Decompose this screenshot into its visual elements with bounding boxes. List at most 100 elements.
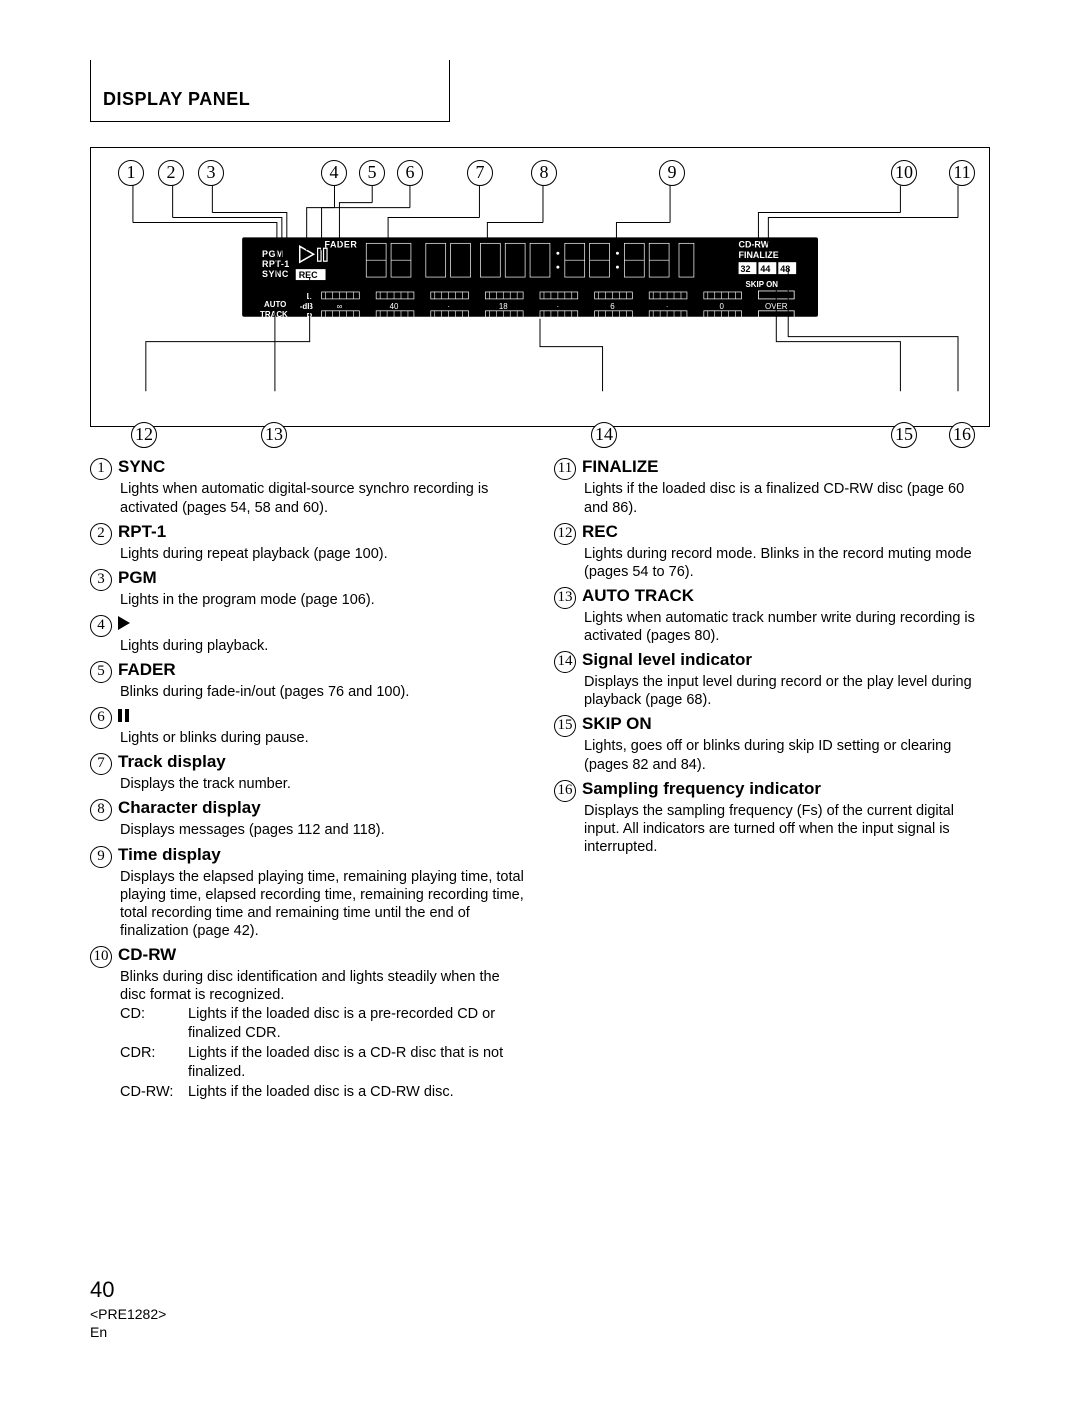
- callout-10: 10: [891, 158, 917, 186]
- item-6: 6 Lights or blinks during pause.: [90, 705, 526, 747]
- page-footer: 40 <PRE1282> En: [90, 1276, 166, 1341]
- item-desc: Lights in the program mode (page 106).: [120, 591, 526, 609]
- callout-1: 1: [118, 158, 144, 186]
- svg-text:48: 48: [780, 264, 790, 274]
- item-2: 2 RPT-1 Lights during repeat playback (pag…: [90, 521, 526, 563]
- left-column: 1SYNCLights when automatic digital-sourc…: [90, 452, 526, 1103]
- item-label: Sampling frequency indicator: [582, 778, 821, 800]
- item-label: RPT-1: [118, 521, 166, 543]
- section-title-box: DISPLAY PANEL: [90, 60, 450, 122]
- item-label: [118, 705, 132, 728]
- item-label: SYNC: [118, 456, 165, 478]
- item-12: 12 RECLights during record mode. Blinks i…: [554, 521, 990, 581]
- lcd-finalize: FINALIZE: [739, 251, 779, 261]
- callout-3: 3: [198, 158, 224, 186]
- item-9: 9 Time displayDisplays the elapsed playin…: [90, 844, 526, 941]
- svg-text:44: 44: [760, 264, 770, 274]
- item-label: [118, 613, 130, 635]
- callout-12: 12: [131, 420, 157, 448]
- item-desc: Blinks during disc identification and li…: [120, 968, 526, 1004]
- svg-text:·: ·: [666, 302, 669, 311]
- lcd-skipon: SKIP ON: [746, 280, 779, 289]
- item-label: CD-RW: [118, 944, 176, 966]
- play-icon: [118, 616, 130, 630]
- svg-text:TRACK: TRACK: [260, 310, 288, 319]
- item-desc: Lights, goes off or blinks during skip I…: [584, 737, 990, 773]
- item-sublist: CD:Lights if the loaded disc is a pre-re…: [120, 1005, 526, 1101]
- item-8: 8 Character display Displays messages (pag…: [90, 797, 526, 839]
- display-panel-diagram: FADER PGM RPT-1 SYNC REC CD-RW FINALIZE …: [90, 147, 990, 427]
- svg-text:∞: ∞: [337, 302, 343, 311]
- item-number: 8: [90, 799, 112, 821]
- item-desc: Lights when automatic track number write…: [584, 609, 990, 645]
- item-label: FINALIZE: [582, 456, 659, 478]
- item-label: REC: [582, 521, 618, 543]
- callout-6: 6: [397, 158, 423, 186]
- item-desc: Blinks during fade-in/out (pages 76 and …: [120, 683, 526, 701]
- lang-code: En: [90, 1323, 166, 1341]
- item-desc: Lights during record mode. Blinks in the…: [584, 545, 990, 581]
- item-desc: Displays messages (pages 112 and 118).: [120, 821, 526, 839]
- svg-text:-dB: -dB: [300, 302, 313, 311]
- item-14: 14 Signal level indicatorDisplays the inp…: [554, 649, 990, 709]
- item-desc: Lights or blinks during pause.: [120, 729, 526, 747]
- item-number: 12: [554, 523, 576, 545]
- item-number: 16: [554, 780, 576, 802]
- item-label: Signal level indicator: [582, 649, 752, 671]
- svg-text:40: 40: [390, 302, 399, 311]
- item-desc: Lights during repeat playback (page 100)…: [120, 545, 526, 563]
- item-label: Track display: [118, 751, 226, 773]
- item-label: FADER: [118, 659, 176, 681]
- callout-5: 5: [359, 158, 385, 186]
- callout-2: 2: [158, 158, 184, 186]
- callout-15: 15: [891, 420, 917, 448]
- lcd-cdrw: CD-RW: [739, 240, 770, 250]
- item-11: 11FINALIZELights if the loaded disc is a…: [554, 456, 990, 516]
- item-1: 1SYNCLights when automatic digital-sourc…: [90, 456, 526, 516]
- item-number: 11: [554, 458, 576, 480]
- callout-8: 8: [531, 158, 557, 186]
- item-desc: Displays the sampling frequency (Fs) of …: [584, 802, 990, 856]
- item-10: 10CD-RWBlinks during disc identification…: [90, 944, 526, 1101]
- svg-text:·: ·: [557, 302, 560, 311]
- item-7: 7 Track display Displays the track number.: [90, 751, 526, 793]
- callout-13: 13: [261, 420, 287, 448]
- svg-text:0: 0: [719, 302, 724, 311]
- item-number: 15: [554, 715, 576, 737]
- item-label: Time display: [118, 844, 221, 866]
- item-number: 13: [554, 587, 576, 609]
- lcd-rpt: RPT-1: [262, 260, 290, 270]
- item-number: 2: [90, 523, 112, 545]
- item-desc: Displays the elapsed playing time, remai…: [120, 868, 526, 941]
- page-number: 40: [90, 1276, 166, 1305]
- item-desc: Displays the track number.: [120, 775, 526, 793]
- item-label: Character display: [118, 797, 261, 819]
- item-number: 14: [554, 651, 576, 673]
- diagram-svg: FADER PGM RPT-1 SYNC REC CD-RW FINALIZE …: [91, 148, 989, 426]
- item-number: 4: [90, 615, 112, 637]
- doc-code: <PRE1282>: [90, 1305, 166, 1323]
- pause-icon: [118, 706, 132, 728]
- item-number: 7: [90, 753, 112, 775]
- lcd-sync: SYNC: [262, 269, 289, 279]
- item-5: 5 FADER Blinks during fade-in/out (pages 7…: [90, 659, 526, 701]
- lcd-rec: REC: [299, 270, 318, 280]
- item-3: 3PGMLights in the program mode (page 106…: [90, 567, 526, 609]
- item-number: 5: [90, 661, 112, 683]
- item-number: 1: [90, 458, 112, 480]
- callout-9: 9: [659, 158, 685, 186]
- item-label: AUTO TRACK: [582, 585, 694, 607]
- item-number: 3: [90, 569, 112, 591]
- item-number: 9: [90, 846, 112, 868]
- item-desc: Displays the input level during record o…: [584, 673, 990, 709]
- svg-text:·: ·: [447, 302, 450, 311]
- right-column: 11FINALIZELights if the loaded disc is a…: [554, 452, 990, 1103]
- callout-16: 16: [949, 420, 975, 448]
- lcd-freq-boxes: 32 44 48: [739, 263, 797, 275]
- item-13: 13 AUTO TRACKLights when automatic track …: [554, 585, 990, 645]
- item-number: 6: [90, 707, 112, 729]
- lcd-fader: FADER: [325, 240, 358, 250]
- item-15: 15 SKIP ONLights, goes off or blinks duri…: [554, 713, 990, 773]
- description-columns: 1SYNCLights when automatic digital-sourc…: [90, 452, 990, 1103]
- item-label: SKIP ON: [582, 713, 652, 735]
